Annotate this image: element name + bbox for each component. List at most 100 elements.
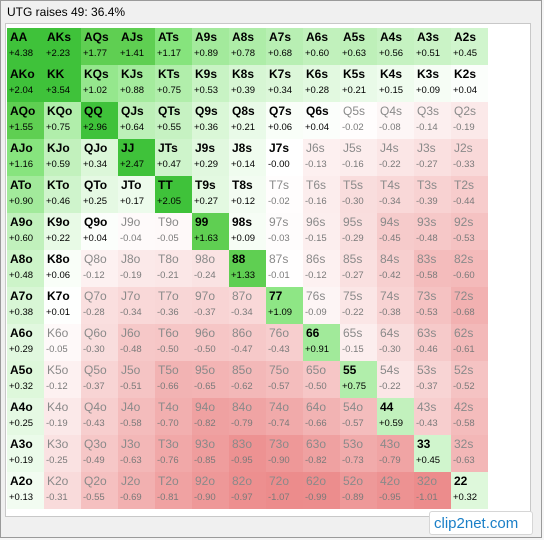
hand-cell-Q8s[interactable]: Q8s +0.21 <box>229 102 266 139</box>
hand-cell-J4s[interactable]: J4s -0.22 <box>377 139 414 176</box>
hand-cell-AQo[interactable]: AQo +1.55 <box>7 102 44 139</box>
hand-cell-Q3s[interactable]: Q3s -0.14 <box>414 102 451 139</box>
hand-cell-AJo[interactable]: AJo +1.16 <box>7 139 44 176</box>
hand-cell-A9s[interactable]: A9s +0.89 <box>192 28 229 65</box>
hand-cell-A3s[interactable]: A3s +0.51 <box>414 28 451 65</box>
hand-cell-QTo[interactable]: QTo +0.25 <box>81 176 118 213</box>
hand-cell-QTs[interactable]: QTs +0.55 <box>155 102 192 139</box>
hand-cell-Q3o[interactable]: Q3o -0.49 <box>81 435 118 472</box>
hand-cell-T7s[interactable]: T7s -0.02 <box>266 176 303 213</box>
hand-cell-77[interactable]: 77 +1.09 <box>266 287 303 324</box>
hand-cell-K4s[interactable]: K4s +0.15 <box>377 65 414 102</box>
hand-cell-T5s[interactable]: T5s -0.30 <box>340 176 377 213</box>
hand-cell-95o[interactable]: 95o -0.65 <box>192 361 229 398</box>
hand-cell-Q5o[interactable]: Q5o -0.37 <box>81 361 118 398</box>
hand-cell-AQs[interactable]: AQs +1.77 <box>81 28 118 65</box>
hand-cell-K3o[interactable]: K3o -0.25 <box>44 435 81 472</box>
hand-cell-JJ[interactable]: JJ +2.47 <box>118 139 155 176</box>
hand-cell-97s[interactable]: 97s -0.03 <box>266 213 303 250</box>
hand-cell-44[interactable]: 44 +0.59 <box>377 398 414 435</box>
hand-cell-32s[interactable]: 32s -0.63 <box>451 435 488 472</box>
hand-cell-AKo[interactable]: AKo +2.04 <box>7 65 44 102</box>
hand-cell-92o[interactable]: 92o -0.90 <box>192 472 229 509</box>
hand-cell-J8s[interactable]: J8s +0.14 <box>229 139 266 176</box>
hand-cell-T4o[interactable]: T4o -0.70 <box>155 398 192 435</box>
hand-cell-84o[interactable]: 84o -0.79 <box>229 398 266 435</box>
hand-cell-A7o[interactable]: A7o +0.38 <box>7 287 44 324</box>
hand-cell-65o[interactable]: 65o -0.50 <box>303 361 340 398</box>
hand-cell-82s[interactable]: 82s -0.60 <box>451 250 488 287</box>
hand-cell-T3s[interactable]: T3s -0.39 <box>414 176 451 213</box>
hand-cell-K9o[interactable]: K9o +0.22 <box>44 213 81 250</box>
hand-cell-85s[interactable]: 85s -0.27 <box>340 250 377 287</box>
hand-cell-63o[interactable]: 63o -0.82 <box>303 435 340 472</box>
hand-cell-AA[interactable]: AA +4.38 <box>7 28 44 65</box>
hand-cell-KQs[interactable]: KQs +1.02 <box>81 65 118 102</box>
hand-cell-Q2o[interactable]: Q2o -0.55 <box>81 472 118 509</box>
hand-cell-Q9s[interactable]: Q9s +0.36 <box>192 102 229 139</box>
hand-cell-T7o[interactable]: T7o -0.36 <box>155 287 192 324</box>
hand-cell-A5s[interactable]: A5s +0.63 <box>340 28 377 65</box>
hand-cell-K4o[interactable]: K4o -0.19 <box>44 398 81 435</box>
hand-cell-73o[interactable]: 73o -0.90 <box>266 435 303 472</box>
hand-cell-T9o[interactable]: T9o -0.05 <box>155 213 192 250</box>
hand-cell-Q9o[interactable]: Q9o +0.04 <box>81 213 118 250</box>
hand-cell-A4o[interactable]: A4o +0.25 <box>7 398 44 435</box>
hand-cell-J5o[interactable]: J5o -0.51 <box>118 361 155 398</box>
hand-cell-42o[interactable]: 42o -0.95 <box>377 472 414 509</box>
hand-cell-96o[interactable]: 96o -0.50 <box>192 324 229 361</box>
hand-cell-J4o[interactable]: J4o -0.58 <box>118 398 155 435</box>
hand-cell-J6o[interactable]: J6o -0.48 <box>118 324 155 361</box>
hand-cell-62o[interactable]: 62o -0.99 <box>303 472 340 509</box>
hand-cell-T6s[interactable]: T6s -0.16 <box>303 176 340 213</box>
hand-cell-75s[interactable]: 75s -0.22 <box>340 287 377 324</box>
hand-cell-A2s[interactable]: A2s +0.45 <box>451 28 488 65</box>
hand-cell-63s[interactable]: 63s -0.46 <box>414 324 451 361</box>
hand-cell-T8o[interactable]: T8o -0.21 <box>155 250 192 287</box>
hand-cell-J9o[interactable]: J9o -0.04 <box>118 213 155 250</box>
hand-cell-K6o[interactable]: K6o -0.05 <box>44 324 81 361</box>
hand-cell-72s[interactable]: 72s -0.68 <box>451 287 488 324</box>
hand-cell-J7o[interactable]: J7o -0.34 <box>118 287 155 324</box>
hand-cell-32o[interactable]: 32o -1.01 <box>414 472 451 509</box>
hand-cell-K7s[interactable]: K7s +0.34 <box>266 65 303 102</box>
hand-cell-KK[interactable]: KK +3.54 <box>44 65 81 102</box>
hand-cell-75o[interactable]: 75o -0.57 <box>266 361 303 398</box>
hand-cell-K9s[interactable]: K9s +0.53 <box>192 65 229 102</box>
hand-cell-94o[interactable]: 94o -0.82 <box>192 398 229 435</box>
hand-cell-A5o[interactable]: A5o +0.32 <box>7 361 44 398</box>
hand-cell-93s[interactable]: 93s -0.48 <box>414 213 451 250</box>
hand-cell-43o[interactable]: 43o -0.79 <box>377 435 414 472</box>
hand-cell-J7s[interactable]: J7s -0.00 <box>266 139 303 176</box>
hand-cell-92s[interactable]: 92s -0.53 <box>451 213 488 250</box>
hand-cell-K5o[interactable]: K5o -0.12 <box>44 361 81 398</box>
hand-cell-55[interactable]: 55 +0.75 <box>340 361 377 398</box>
hand-cell-54o[interactable]: 54o -0.57 <box>340 398 377 435</box>
hand-cell-64o[interactable]: 64o -0.66 <box>303 398 340 435</box>
hand-cell-K6s[interactable]: K6s +0.28 <box>303 65 340 102</box>
hand-cell-T2o[interactable]: T2o -0.81 <box>155 472 192 509</box>
hand-cell-93o[interactable]: 93o -0.85 <box>192 435 229 472</box>
hand-cell-K3s[interactable]: K3s +0.09 <box>414 65 451 102</box>
hand-cell-K2s[interactable]: K2s +0.04 <box>451 65 488 102</box>
hand-cell-96s[interactable]: 96s -0.15 <box>303 213 340 250</box>
hand-cell-88[interactable]: 88 +1.33 <box>229 250 266 287</box>
hand-cell-QJo[interactable]: QJo +0.34 <box>81 139 118 176</box>
hand-cell-K2o[interactable]: K2o -0.31 <box>44 472 81 509</box>
hand-cell-85o[interactable]: 85o -0.62 <box>229 361 266 398</box>
hand-cell-86s[interactable]: 86s -0.12 <box>303 250 340 287</box>
hand-cell-A9o[interactable]: A9o +0.60 <box>7 213 44 250</box>
hand-cell-Q4s[interactable]: Q4s -0.08 <box>377 102 414 139</box>
hand-cell-AJs[interactable]: AJs +1.41 <box>118 28 155 65</box>
hand-cell-A7s[interactable]: A7s +0.68 <box>266 28 303 65</box>
hand-cell-KQo[interactable]: KQo +0.75 <box>44 102 81 139</box>
hand-cell-J6s[interactable]: J6s -0.13 <box>303 139 340 176</box>
hand-cell-QJs[interactable]: QJs +0.64 <box>118 102 155 139</box>
hand-cell-J2o[interactable]: J2o -0.69 <box>118 472 155 509</box>
hand-cell-83s[interactable]: 83s -0.58 <box>414 250 451 287</box>
hand-cell-87s[interactable]: 87s -0.01 <box>266 250 303 287</box>
hand-cell-53s[interactable]: 53s -0.37 <box>414 361 451 398</box>
hand-cell-54s[interactable]: 54s -0.22 <box>377 361 414 398</box>
hand-cell-T6o[interactable]: T6o -0.50 <box>155 324 192 361</box>
hand-cell-J5s[interactable]: J5s -0.16 <box>340 139 377 176</box>
